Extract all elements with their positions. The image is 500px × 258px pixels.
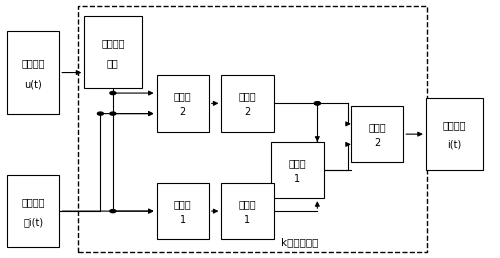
Text: 1: 1 [294,174,300,183]
Circle shape [110,112,116,115]
Text: 总泄漏电: 总泄漏电 [22,197,45,207]
Bar [7,31,60,114]
Text: 乘法器: 乘法器 [174,92,192,102]
Circle shape [110,92,116,95]
Circle shape [314,102,320,105]
Bar [426,98,483,170]
Text: u(t): u(t) [24,80,42,90]
Text: 乘法器: 乘法器 [174,199,192,209]
Text: 2: 2 [244,107,250,117]
Bar [271,142,324,198]
Text: 1: 1 [244,215,250,224]
Text: 2: 2 [180,107,186,117]
Text: 2: 2 [374,138,380,148]
Text: 电路: 电路 [107,58,119,68]
Text: 积分器: 积分器 [238,92,256,102]
Bar [222,75,274,132]
Bar [7,175,60,247]
Text: 积分器: 积分器 [238,199,256,209]
Text: 除法器: 除法器 [288,158,306,168]
Text: k值计算模块: k值计算模块 [281,237,318,247]
Text: i(t): i(t) [448,140,462,150]
Text: 1: 1 [180,215,186,224]
Text: 阻性电流: 阻性电流 [442,120,466,131]
Circle shape [314,102,320,105]
Bar [156,183,209,239]
Bar [84,16,141,88]
Text: 流i(t): 流i(t) [23,217,43,227]
Bar [222,183,274,239]
Bar [78,6,427,252]
Text: 除法器: 除法器 [368,122,386,132]
Bar [351,106,404,162]
Circle shape [98,112,103,115]
Circle shape [110,209,116,213]
Bar [156,75,209,132]
Text: 电网电压: 电网电压 [22,58,45,68]
Text: 正切函数: 正切函数 [101,38,124,49]
